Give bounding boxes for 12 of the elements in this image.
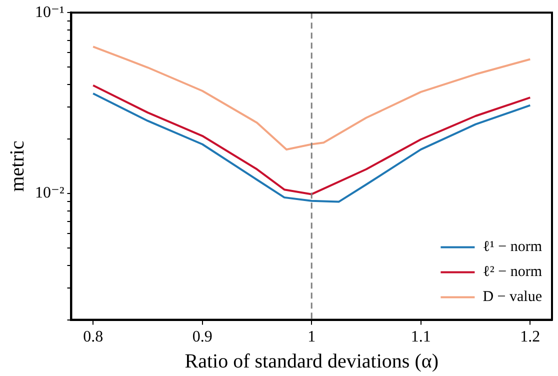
- y-tick-label: 10⁻¹: [34, 4, 64, 21]
- x-tick-label: 1: [308, 328, 316, 346]
- x-tick-label: 0.9: [192, 328, 212, 346]
- legend-label: ℓ² − norm: [482, 264, 542, 280]
- legend-label: ℓ¹ − norm: [482, 239, 542, 256]
- x-tick-label: 1.2: [520, 328, 540, 346]
- x-tick-label: 0.8: [83, 328, 104, 346]
- x-axis-title: Ratio of standard deviations (α): [184, 350, 438, 372]
- x-tick-label: 1.1: [410, 328, 431, 346]
- y-axis-title: metric: [6, 140, 28, 192]
- y-tick-label: 10⁻²: [34, 184, 64, 202]
- legend-label: D − value: [482, 289, 542, 306]
